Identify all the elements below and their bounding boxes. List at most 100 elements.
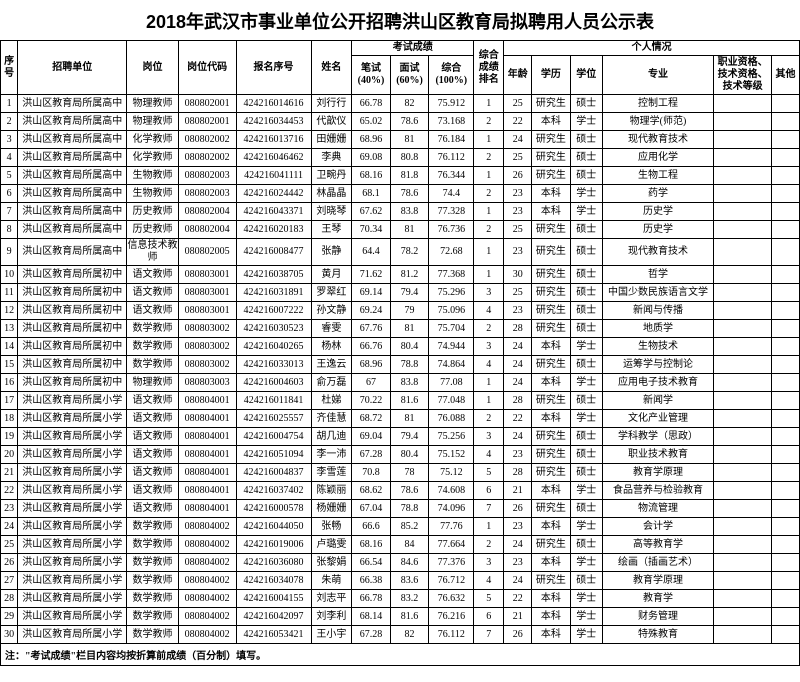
cell-unit: 洪山区教育局所属小学 [18,392,127,410]
cell-major: 药学 [602,185,713,203]
cell-degree: 学士 [570,113,602,131]
cell-postCode: 080804002 [178,518,236,536]
cell-name: 杨姗姗 [311,500,352,518]
cell-degree: 硕士 [570,131,602,149]
cell-rank: 1 [474,239,504,266]
table-row: 29洪山区教育局所属小学数学教师080804002424216042097刘李利… [1,608,800,626]
cell-edu: 研究生 [532,131,571,149]
cell-interview: 81 [390,131,429,149]
cell-post: 语文教师 [127,392,178,410]
cell-other [772,266,800,284]
cell-degree: 学士 [570,626,602,644]
cell-cert [714,536,772,554]
cell-major: 职业技术教育 [602,446,713,464]
cell-seq: 23 [1,500,18,518]
table-row: 6洪山区教育局所属高中生物教师080802003424216024442林晶晶6… [1,185,800,203]
cell-edu: 本科 [532,608,571,626]
table-row: 22洪山区教育局所属小学语文教师080804001424216037402陈颖丽… [1,482,800,500]
cell-post: 语文教师 [127,266,178,284]
cell-other [772,113,800,131]
cell-postCode: 080804002 [178,590,236,608]
cell-seq: 3 [1,131,18,149]
cell-post: 信息技术教师 [127,239,178,266]
cell-seq: 20 [1,446,18,464]
cell-post: 物理教师 [127,95,178,113]
cell-other [772,131,800,149]
cell-written: 64.4 [352,239,391,266]
cell-rank: 4 [474,446,504,464]
cell-cert [714,500,772,518]
table-row: 20洪山区教育局所属小学语文教师080804001424216051094李一沛… [1,446,800,464]
cell-unit: 洪山区教育局所属高中 [18,185,127,203]
cell-edu: 本科 [532,482,571,500]
cell-interview: 78.6 [390,185,429,203]
cell-age: 21 [504,482,532,500]
cell-cert [714,113,772,131]
table-row: 1洪山区教育局所属高中物理教师080802001424216014616刘行行6… [1,95,800,113]
cell-other [772,149,800,167]
cell-age: 24 [504,374,532,392]
cell-unit: 洪山区教育局所属小学 [18,554,127,572]
cell-unit: 洪山区教育局所属小学 [18,482,127,500]
cell-written: 67.76 [352,320,391,338]
cell-total: 75.256 [429,428,474,446]
cell-degree: 硕士 [570,221,602,239]
cell-total: 76.712 [429,572,474,590]
cell-regNo: 424216046462 [236,149,311,167]
cell-written: 71.62 [352,266,391,284]
cell-edu: 研究生 [532,428,571,446]
cell-edu: 研究生 [532,464,571,482]
cell-interview: 81 [390,320,429,338]
th-post: 岗位 [127,41,178,95]
cell-name: 李雪莲 [311,464,352,482]
cell-written: 67.28 [352,446,391,464]
table-row: 13洪山区教育局所属初中数学教师080803002424216030523睿雯6… [1,320,800,338]
cell-cert [714,284,772,302]
cell-postCode: 080803001 [178,302,236,320]
cell-rank: 2 [474,410,504,428]
cell-seq: 12 [1,302,18,320]
table-row: 14洪山区教育局所属初中数学教师080803002424216040265杨林6… [1,338,800,356]
cell-edu: 研究生 [532,302,571,320]
cell-post: 历史教师 [127,221,178,239]
th-major: 专业 [602,56,713,95]
cell-regNo: 424216011841 [236,392,311,410]
cell-written: 70.34 [352,221,391,239]
cell-name: 王小宇 [311,626,352,644]
cell-rank: 3 [474,338,504,356]
cell-age: 24 [504,572,532,590]
cell-age: 23 [504,185,532,203]
cell-seq: 22 [1,482,18,500]
cell-edu: 本科 [532,203,571,221]
cell-name: 李一沛 [311,446,352,464]
cell-regNo: 424216014616 [236,95,311,113]
cell-age: 25 [504,284,532,302]
cell-name: 刘行行 [311,95,352,113]
cell-major: 物流管理 [602,500,713,518]
cell-written: 67 [352,374,391,392]
cell-edu: 本科 [532,590,571,608]
cell-degree: 硕士 [570,302,602,320]
cell-seq: 24 [1,518,18,536]
cell-written: 68.1 [352,185,391,203]
cell-edu: 研究生 [532,536,571,554]
cell-unit: 洪山区教育局所属高中 [18,239,127,266]
cell-other [772,284,800,302]
cell-regNo: 424216004754 [236,428,311,446]
cell-regNo: 424216040265 [236,338,311,356]
cell-edu: 研究生 [532,149,571,167]
cell-cert [714,464,772,482]
cell-written: 68.96 [352,131,391,149]
cell-seq: 18 [1,410,18,428]
cell-written: 67.62 [352,203,391,221]
cell-total: 74.608 [429,482,474,500]
cell-regNo: 424216020183 [236,221,311,239]
cell-other [772,239,800,266]
cell-interview: 83.8 [390,203,429,221]
cell-rank: 3 [474,554,504,572]
cell-age: 28 [504,392,532,410]
cell-regNo: 424216030523 [236,320,311,338]
cell-regNo: 424216037402 [236,482,311,500]
cell-major: 特殊教育 [602,626,713,644]
cell-postCode: 080804002 [178,608,236,626]
